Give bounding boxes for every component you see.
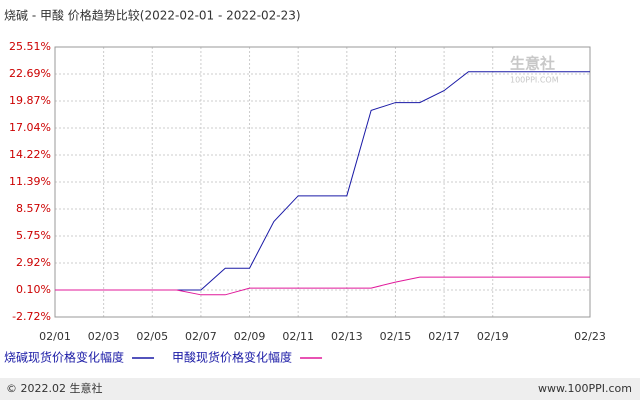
x-tick-label: 02/15: [380, 330, 412, 343]
x-tick-label: 02/19: [477, 330, 509, 343]
legend-label: 甲酸现货价格变化幅度: [172, 350, 292, 365]
watermark-name: 生意社: [510, 55, 555, 73]
y-tick-label: 19.87%: [9, 94, 51, 107]
series-line: [55, 276, 590, 296]
y-tick-label: 22.69%: [9, 67, 51, 80]
y-tick-label: 11.39%: [9, 175, 51, 188]
chart-title: 烧碱 - 甲酸 价格趋势比较(2022-02-01 - 2022-02-23): [4, 8, 301, 23]
y-tick-label: -2.72%: [12, 310, 51, 323]
x-tick-label: 02/23: [574, 330, 606, 343]
x-tick-label: 02/01: [39, 330, 71, 343]
x-tick-label: 02/11: [282, 330, 314, 343]
x-tick-label: 02/03: [88, 330, 120, 343]
footer-right: www.100PPI.com: [538, 382, 632, 395]
x-tick-label: 02/07: [185, 330, 217, 343]
y-tick-label: 5.75%: [16, 229, 51, 242]
y-tick-label: 25.51%: [9, 40, 51, 53]
y-tick-label: 0.10%: [16, 283, 51, 296]
series-line: [176, 71, 590, 291]
y-tick-label: 2.92%: [16, 256, 51, 269]
watermark-site: 100PPI.COM: [510, 76, 559, 85]
x-tick-label: 02/05: [136, 330, 168, 343]
y-tick-label: 8.57%: [16, 202, 51, 215]
legend-label: 烧碱现货价格变化幅度: [4, 350, 124, 365]
x-tick-label: 02/13: [331, 330, 363, 343]
y-tick-label: 14.22%: [9, 148, 51, 161]
x-tick-label: 02/17: [428, 330, 460, 343]
y-tick-label: 17.04%: [9, 121, 51, 134]
footer-left: © 2022.02 生意社: [6, 381, 102, 395]
footer-bar: [0, 378, 640, 400]
x-tick-label: 02/09: [234, 330, 266, 343]
plot-border: [54, 46, 591, 318]
